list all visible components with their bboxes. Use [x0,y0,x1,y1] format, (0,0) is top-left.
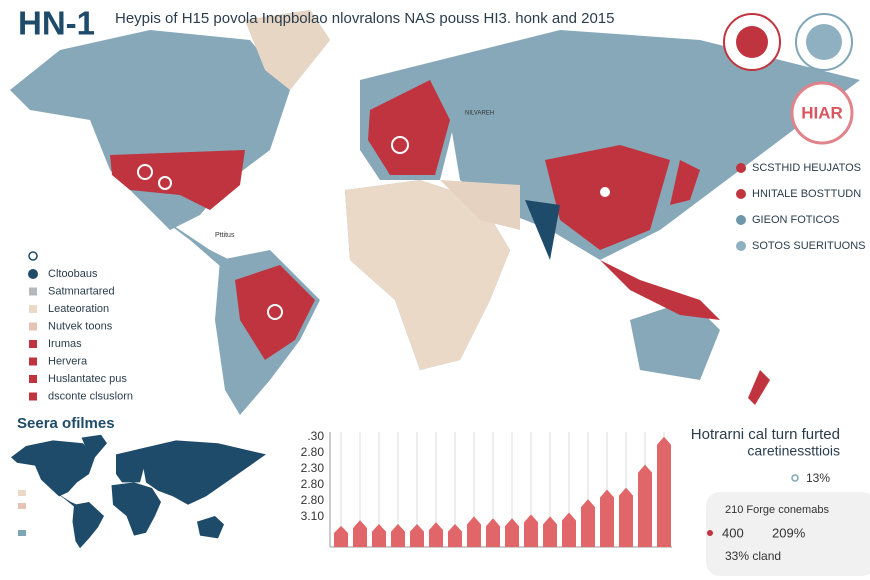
bar [353,520,367,547]
y-tick-label: 3.10 [301,509,325,523]
legend-swatch [29,340,37,348]
stats-num: 400 [722,525,744,540]
legend-label: Irumas [48,338,82,350]
legend-swatch [28,269,38,279]
bar [619,487,633,547]
bar [543,516,557,547]
legend-swatch [29,322,37,331]
world-map: NILVAREH Pttitus [10,10,860,415]
y-tick-label: 2.80 [301,493,325,507]
legend-swatch [29,392,37,401]
legend-swatch [29,287,37,296]
y-tick-label: 2.30 [301,461,325,475]
bar [410,524,424,547]
stats-title: Hotrarni cal turn furted [691,426,840,443]
bar [505,518,519,547]
subtitle: Heypis of H15 povola Inqpbolao nlovralon… [115,10,615,27]
stats-line: 33% cland [725,549,781,563]
legend-swatch [29,357,37,366]
legend-label: Cltoobaus [48,268,98,280]
inset-swatch [18,530,26,536]
legend-label: SOTOS SUERITUONS [752,240,865,252]
legend-label: Hervera [48,355,88,367]
icon [707,530,713,536]
inset-swatch [18,490,26,496]
stats-pct: 209% [772,525,806,540]
legend-swatch [29,375,37,383]
y-tick-label: 2.80 [301,445,325,459]
bar [372,524,386,547]
bars: .30 2.80 2.30 2.80 2.80 3.10 [301,429,671,547]
bar [429,522,443,547]
icon [28,251,38,261]
bar [448,524,462,547]
bar [467,516,481,547]
bar [391,524,405,547]
legend-label: SCSTHID HEUJATOS [752,162,861,174]
legend-swatch [736,189,746,199]
bar [581,499,595,547]
badge-label: HIAR [801,103,843,122]
legend-label: Leateoration [48,303,109,315]
stats-box [706,492,870,576]
legend-label: GIEON FOTICOS [752,214,839,226]
bar-panel [329,432,672,548]
map-label: NILVAREH [465,111,494,117]
legend-label: Nutvek toons [48,320,113,332]
stats-line: 210 Forge conemabs [725,504,829,516]
legend-swatch [736,163,746,173]
legend-label: HNITALE BOSTTUDN [752,188,861,200]
inset-swatch [18,503,26,509]
inset-title: Seera ofilmes [17,415,115,432]
badges: HIAR [723,13,854,145]
bar [334,525,348,547]
bar [486,518,500,547]
left-legend: Cltoobaus Satmnartared Leateoration Nutvek … [28,268,133,402]
y-tick-label: .30 [307,429,324,443]
title: HN-1 [18,5,95,42]
bar [600,489,614,547]
legend-swatch [736,215,746,225]
icon [791,474,799,482]
stats-subtitle: caretinessttiois [747,443,840,459]
bar [638,464,652,547]
legend-swatch [736,241,746,251]
bar [524,514,538,547]
right-legend: SCSTHID HEUJATOS HNITALE BOSTTUDN GIEON FO… [736,162,865,252]
y-tick-label: 2.80 [301,477,325,491]
legend-label: Huslantatec pus [48,373,127,385]
legend-label: dsconte clsuslorn [48,390,133,402]
stats-pct: 13% [806,471,830,485]
map-label: Pttitus [215,232,235,239]
legend-label: Satmnartared [48,285,115,297]
legend-swatch [29,305,37,313]
bar [657,436,671,547]
inset-map [11,434,266,549]
bar [562,512,576,547]
